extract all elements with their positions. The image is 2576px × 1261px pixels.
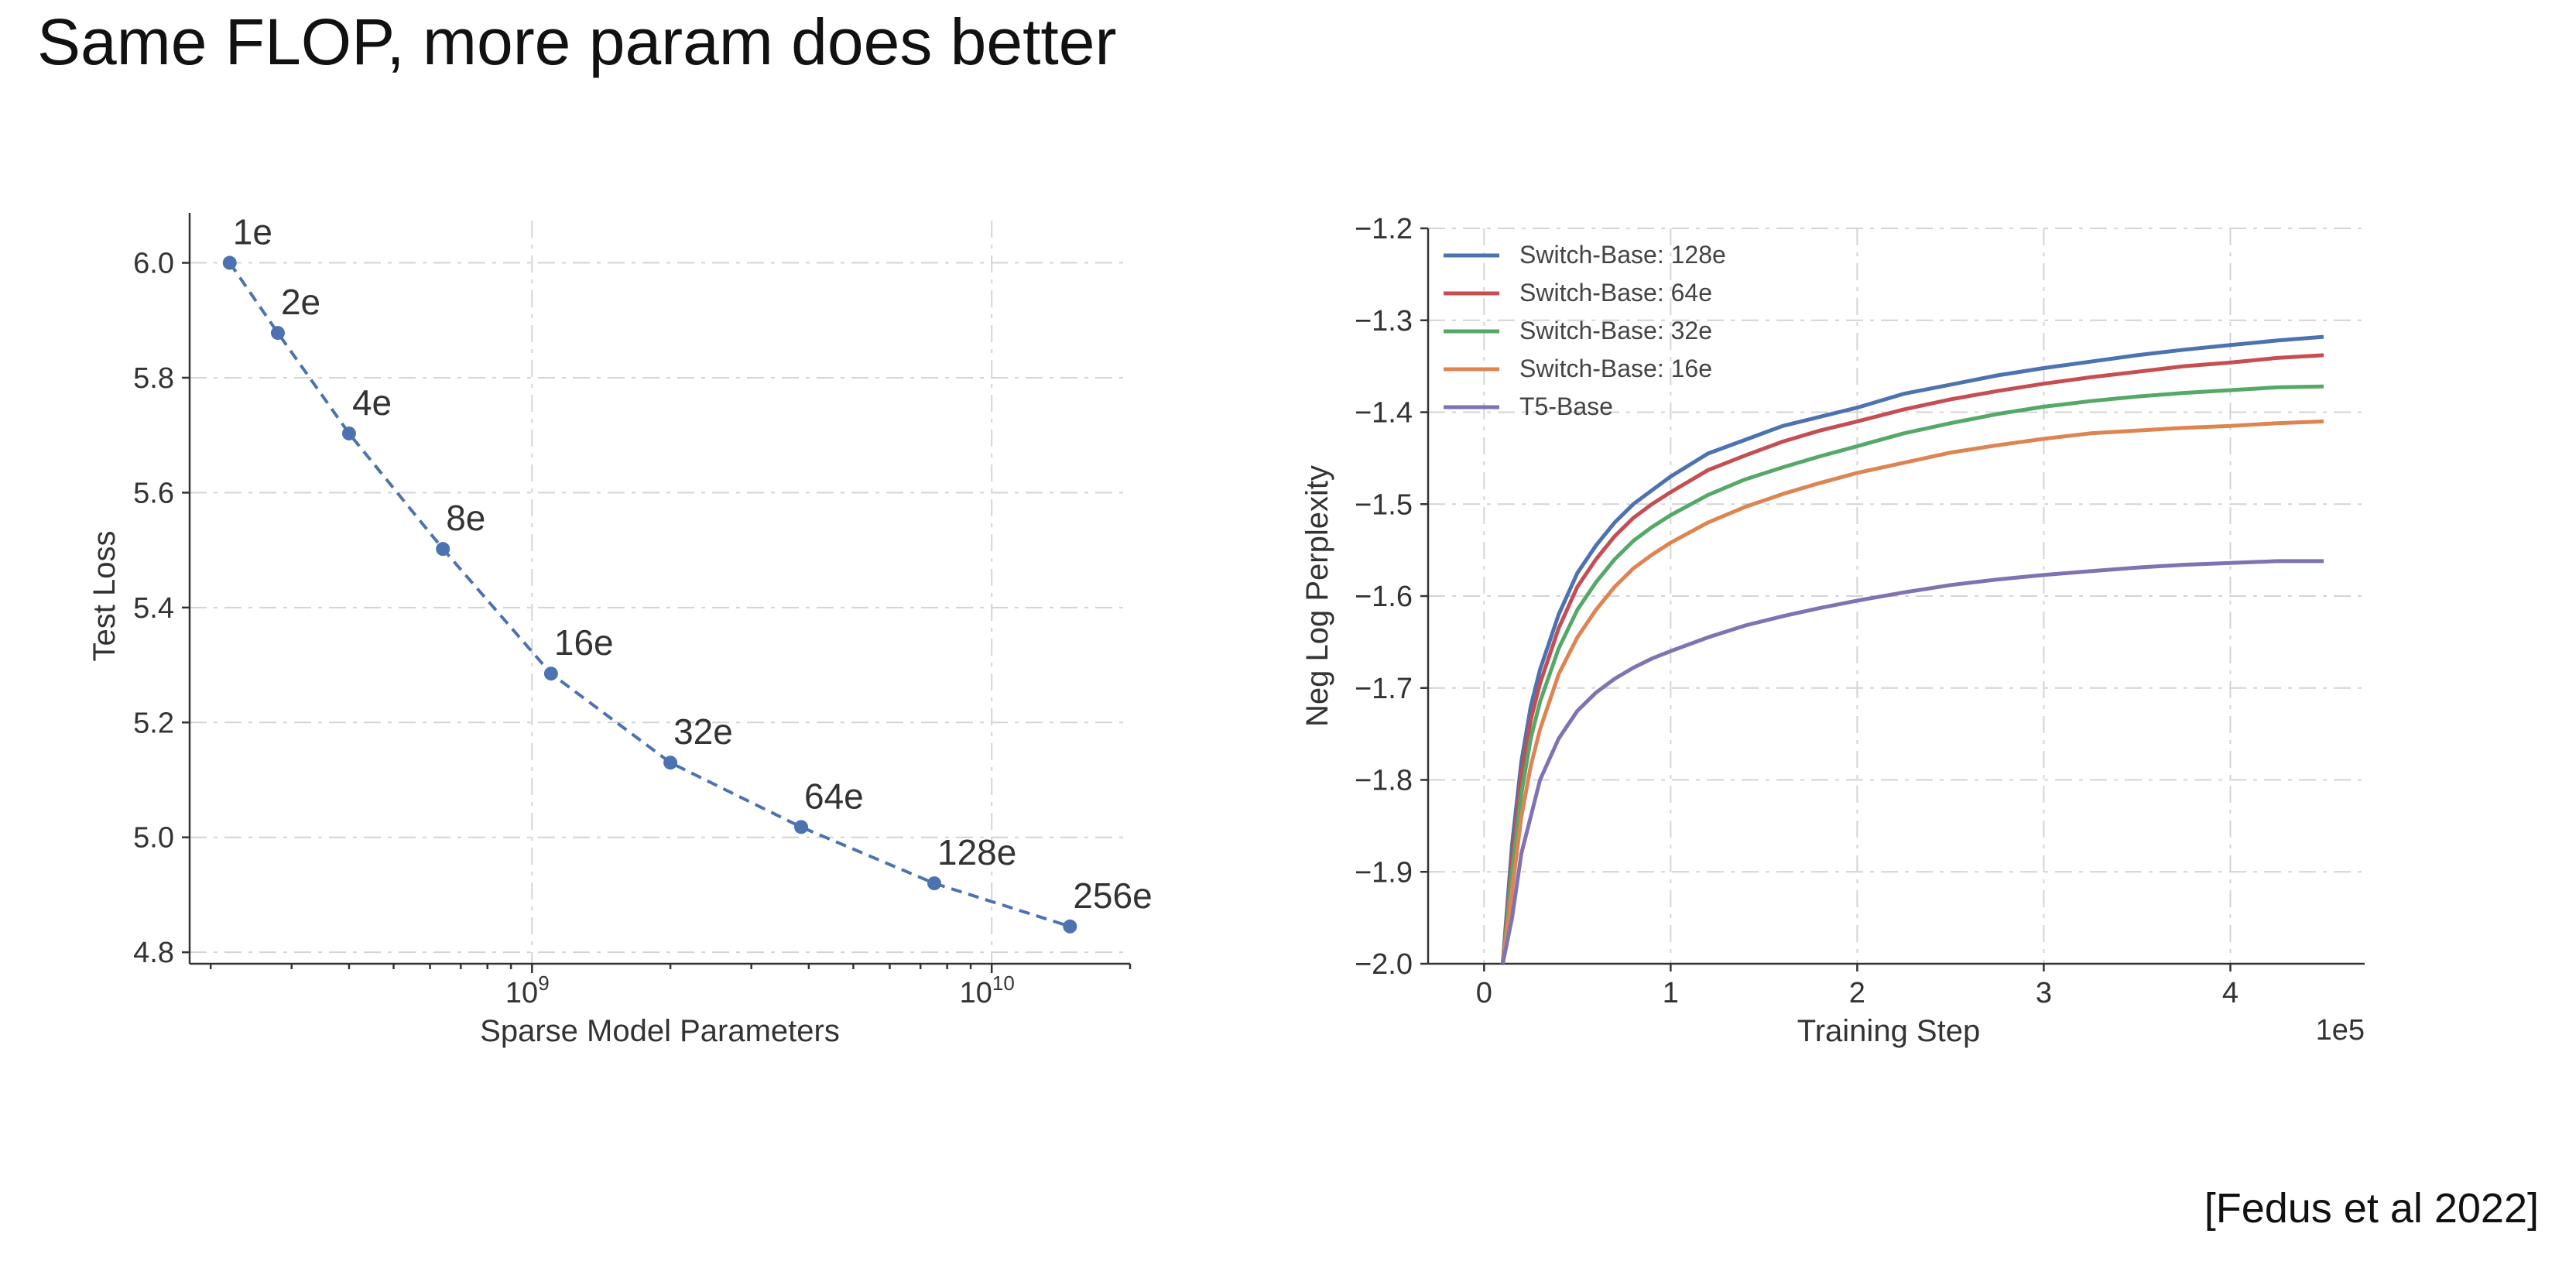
- y-tick-label: 5.4: [133, 592, 174, 625]
- point-label-8e: 8e: [446, 498, 485, 538]
- data-point-8e: [436, 542, 450, 557]
- data-point-32e: [663, 756, 678, 770]
- data-point-256e: [1063, 919, 1077, 934]
- x-tick-label: 1010: [960, 971, 1015, 1009]
- y-axis-title: Test Loss: [87, 531, 122, 662]
- x-tick-label: 2: [1849, 977, 1865, 1009]
- y-tick-label: −1.6: [1355, 581, 1413, 613]
- point-label-256e: 256e: [1073, 876, 1152, 916]
- x-tick-label: 4: [2222, 977, 2239, 1009]
- y-tick-label: 6.0: [133, 248, 174, 280]
- data-point-4e: [341, 426, 356, 440]
- y-tick-label: 5.6: [133, 477, 174, 509]
- point-label-2e: 2e: [281, 282, 320, 322]
- point-label-32e: 32e: [673, 711, 733, 752]
- y-tick-label: 5.0: [133, 822, 174, 855]
- series-line-0: [1500, 334, 2324, 964]
- x-tick-label: 109: [505, 971, 550, 1009]
- x-tick-exponent: 9: [538, 971, 549, 995]
- data-point-1e: [222, 255, 237, 270]
- x-offset-label: 1e5: [2316, 1014, 2365, 1047]
- series-line-2: [1500, 384, 2324, 964]
- legend-label-2: Switch-Base: 32e: [1519, 317, 1712, 344]
- citation: [Fedus et al 2022]: [2204, 1185, 2539, 1232]
- y-axis-title: Neg Log Perplexity: [1300, 465, 1334, 727]
- y-tick-label: −1.5: [1355, 488, 1413, 521]
- data-point-2e: [270, 326, 285, 341]
- x-tick-exponent: 10: [992, 971, 1015, 995]
- y-tick-label: −1.8: [1355, 765, 1413, 797]
- y-tick-label: −1.9: [1355, 856, 1413, 889]
- data-point-128e: [927, 876, 942, 891]
- y-tick-label: −1.7: [1355, 673, 1413, 705]
- x-tick-label: 0: [1476, 977, 1492, 1009]
- legend-label-0: Switch-Base: 128e: [1519, 241, 1726, 269]
- point-label-1e: 1e: [233, 212, 272, 252]
- y-tick-label: 5.8: [133, 362, 174, 395]
- point-label-128e: 128e: [937, 832, 1016, 872]
- series-line-4: [1500, 559, 2324, 964]
- x-axis-title: Training Step: [1797, 1014, 1980, 1048]
- series-group: [1500, 334, 2324, 964]
- x-tick-label: 1: [1663, 977, 1679, 1009]
- y-tick-label: 5.2: [133, 707, 174, 739]
- point-label-16e: 16e: [554, 622, 614, 663]
- series-line-1: [1500, 353, 2324, 964]
- x-axis-title: Sparse Model Parameters: [480, 1014, 840, 1048]
- legend-label-3: Switch-Base: 16e: [1519, 355, 1712, 382]
- legend-label-4: T5-Base: [1519, 392, 1613, 420]
- y-tick-label: −2.0: [1355, 948, 1413, 981]
- y-tick-label: −1.2: [1355, 213, 1413, 245]
- point-label-4e: 4e: [352, 382, 392, 423]
- data-point-64e: [794, 820, 809, 834]
- slide-title: Same FLOP, more param does better: [37, 5, 1117, 78]
- x-tick-label: 3: [2036, 977, 2052, 1009]
- series-line-3: [1500, 419, 2324, 964]
- legend-label-1: Switch-Base: 64e: [1519, 279, 1712, 307]
- y-tick-label: −1.4: [1355, 397, 1413, 430]
- y-tick-label: −1.3: [1355, 305, 1413, 338]
- x-tick-base: 10: [960, 977, 992, 1009]
- data-point-16e: [543, 666, 558, 681]
- point-label-64e: 64e: [804, 776, 864, 816]
- y-tick-label: 4.8: [133, 937, 174, 969]
- x-tick-base: 10: [505, 977, 538, 1009]
